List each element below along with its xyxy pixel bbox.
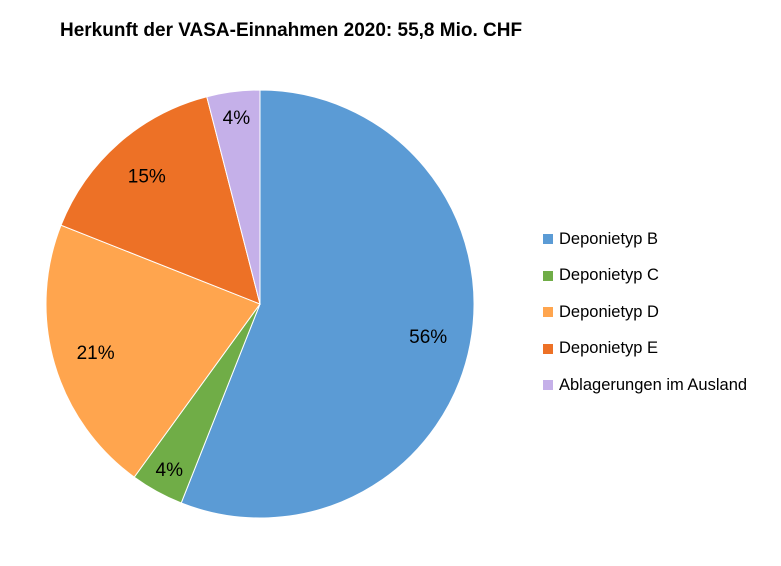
- pie-slice-3: [60, 96, 261, 305]
- legend-label: Deponietyp B: [559, 229, 659, 248]
- legend-item: Deponietyp D: [543, 294, 747, 331]
- legend-item: Deponietyp C: [543, 258, 747, 295]
- chart-title: Herkunft der VASA-Einnahmen 2020: 55,8 M…: [60, 20, 523, 41]
- legend-label: Ablagerungen im Ausland: [559, 375, 748, 394]
- data-label-1: 4%: [156, 460, 184, 481]
- data-label-0: 56%: [409, 327, 447, 348]
- pie-slice-4: [206, 89, 261, 305]
- legend-swatch: [543, 270, 553, 281]
- legend-item: Deponietyp B: [543, 221, 747, 258]
- data-label-4: 4%: [223, 108, 251, 129]
- legend-item: Deponietyp E: [543, 331, 747, 368]
- data-label-2: 21%: [77, 343, 115, 364]
- legend-swatch: [543, 343, 553, 354]
- legend-swatch: [543, 380, 553, 391]
- legend-label: Deponietyp E: [559, 339, 659, 358]
- pie-slice-2: [45, 224, 261, 478]
- legend-swatch: [543, 234, 553, 245]
- pie-slice-0: [180, 89, 475, 519]
- legend: Deponietyp B Deponietyp C Deponietyp D Depo…: [543, 221, 747, 404]
- legend-item: Ablagerungen im Ausland: [543, 367, 747, 404]
- data-label-3: 15%: [128, 167, 166, 188]
- legend-label: Deponietyp C: [559, 266, 659, 285]
- legend-label: Deponietyp D: [559, 302, 659, 321]
- legend-swatch: [543, 307, 553, 318]
